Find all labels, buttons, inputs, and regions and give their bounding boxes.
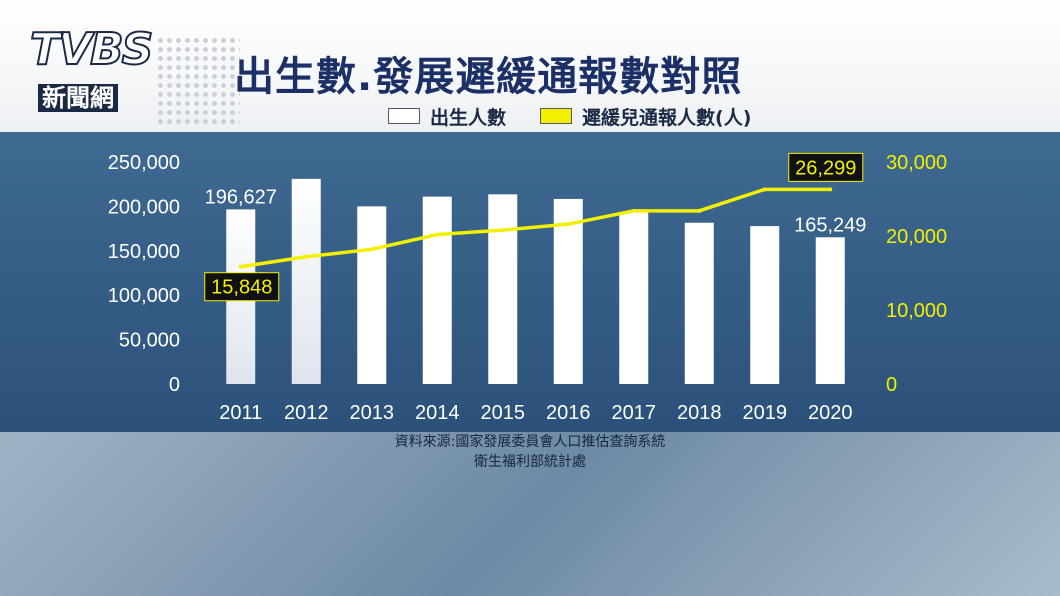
bar-births-2012 (291, 178, 321, 384)
point-delay-reports-2013 (369, 247, 374, 252)
x-tick-label: 2013 (350, 402, 395, 424)
point-delay-reports-2011 (238, 264, 243, 269)
data-label-delay-reports: 26,299 (795, 157, 856, 179)
x-tick-label: 2020 (808, 402, 853, 424)
right-axis-tick-label: 10,000 (886, 300, 947, 322)
legend-label-delay-reports: 遲緩兒通報人數(人) (582, 106, 752, 129)
point-delay-reports-2015 (500, 228, 505, 233)
data-label-box (788, 152, 864, 182)
legend: 出生人數 遲緩兒通報人數(人) (388, 104, 752, 129)
source-note: 資料來源:國家發展委員會人口推估查詢系統 衛生福利部統計處 (0, 432, 1060, 472)
point-delay-reports-2012 (304, 254, 309, 259)
logo-dot-pattern (156, 36, 240, 126)
tvbs-logo (28, 22, 240, 126)
bar-births-2018 (684, 222, 714, 384)
point-delay-reports-2016 (566, 222, 571, 227)
point-delay-reports-2017 (631, 208, 636, 213)
data-label-delay-reports: 15,848 (211, 277, 272, 299)
source-line-2: 衛生福利部統計處 (474, 454, 586, 470)
left-axis-tick-label: 0 (169, 374, 180, 396)
bar-births-2017 (619, 211, 649, 384)
x-tick-label: 2019 (743, 402, 788, 424)
bar-births-2013 (357, 206, 387, 384)
x-tick-label: 2016 (546, 402, 591, 424)
right-axis-tick-label: 0 (886, 374, 897, 396)
data-label-births: 165,249 (794, 214, 866, 236)
bar-births-2019 (750, 226, 780, 384)
legend-swatch-delay-reports (540, 108, 573, 124)
bar-births-2020 (815, 237, 845, 384)
line-delay-reports (240, 187, 831, 269)
x-tick-label: 2015 (481, 402, 526, 424)
legend-label-births: 出生人數 (430, 106, 507, 129)
left-axis-tick-label: 100,000 (108, 285, 180, 307)
bar-births-2016 (553, 198, 583, 384)
x-tick-label: 2017 (612, 402, 657, 424)
logo-text: TVBS (29, 23, 154, 76)
data-label-box (204, 272, 280, 302)
point-delay-reports-2018 (697, 208, 702, 213)
left-axis-tick-label: 200,000 (108, 196, 180, 218)
left-axis-tick-label: 50,000 (119, 330, 180, 352)
legend-swatch-births (388, 108, 420, 124)
logo-subtitle: 新聞網 (38, 84, 118, 112)
bottom-band (0, 432, 1060, 596)
bar-births-2014 (422, 196, 452, 384)
chart-title: 出生數.發展遲緩通報數對照 (234, 54, 743, 100)
point-delay-reports-2019 (762, 187, 767, 192)
x-tick-label: 2014 (415, 402, 460, 424)
x-tick-label: 2012 (284, 402, 329, 424)
point-delay-reports-2020 (828, 187, 833, 192)
bar-births-2015 (488, 194, 518, 384)
x-tick-label: 2011 (219, 402, 262, 424)
right-axis-tick-label: 30,000 (886, 152, 947, 174)
data-label-births: 196,627 (205, 186, 277, 208)
point-delay-reports-2014 (435, 232, 440, 237)
right-axis-tick-label: 20,000 (886, 226, 947, 248)
source-line-1: 資料來源:國家發展委員會人口推估查詢系統 (394, 434, 666, 450)
left-axis-tick-label: 250,000 (108, 152, 180, 174)
left-axis-tick-label: 150,000 (108, 241, 180, 263)
x-tick-label: 2018 (677, 402, 722, 424)
chart-panel (0, 132, 1060, 432)
